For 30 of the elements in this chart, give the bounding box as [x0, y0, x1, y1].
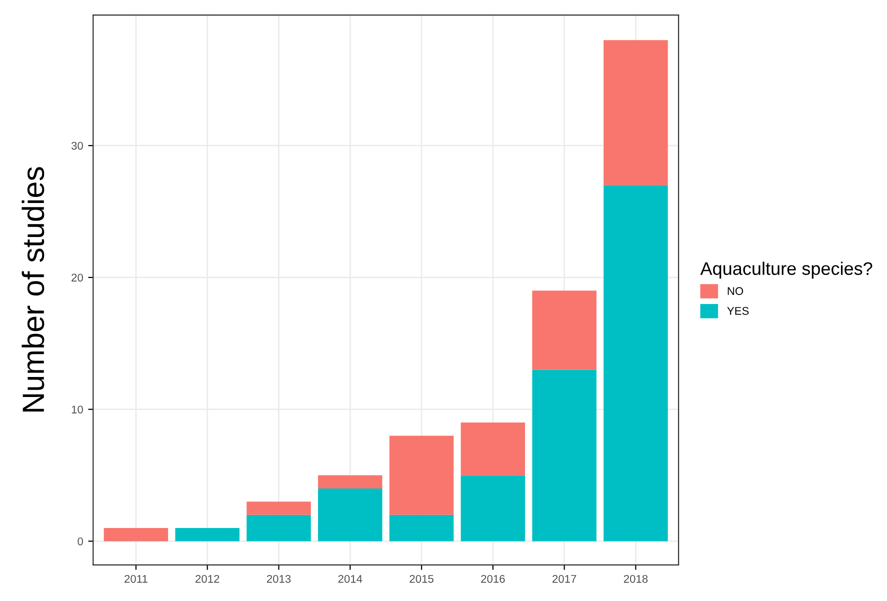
y-axis-title: Number of studies: [22, 167, 44, 412]
x-tick-label: 2016: [481, 574, 505, 583]
bar: [604, 185, 668, 542]
bar: [389, 514, 454, 542]
bar: [318, 475, 382, 488]
bar: [318, 488, 382, 542]
bar: [389, 436, 454, 515]
x-tick-label: 2015: [410, 574, 434, 583]
x-tick-label: 2018: [624, 574, 648, 583]
bar: [532, 370, 596, 542]
x-tick-label: 2013: [266, 574, 291, 583]
y-tick-label: 20: [72, 274, 83, 282]
bar: [532, 290, 596, 370]
x-tick-label: 2012: [196, 574, 220, 583]
x-tick-label: 2017: [552, 574, 576, 583]
y-tick-label: 10: [72, 406, 83, 414]
bar: [460, 422, 526, 476]
y-tick-label: 30: [71, 142, 83, 150]
bar: [246, 502, 311, 515]
bar: [460, 475, 526, 542]
y-tick-label: 0: [78, 537, 83, 546]
x-tick-label: 2014: [338, 574, 362, 583]
bar: [246, 514, 311, 542]
legend-title: Aquaculture species?: [700, 262, 872, 279]
legend-label: YES: [727, 306, 749, 315]
bar: [604, 40, 668, 186]
x-tick-label: 2011: [124, 574, 148, 583]
bar: [104, 528, 168, 542]
legend-label: NO: [728, 287, 744, 296]
bar: [175, 528, 240, 542]
